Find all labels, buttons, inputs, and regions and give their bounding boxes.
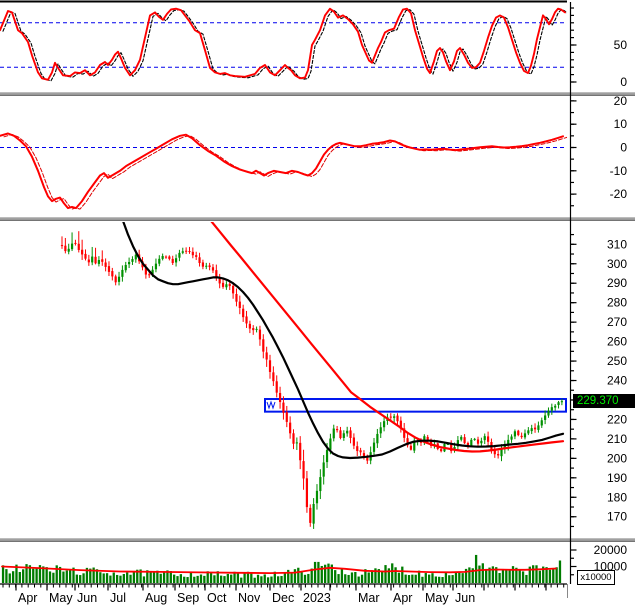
y-axis-label: 20000 <box>594 543 628 557</box>
y-axis-label: 290 <box>607 276 627 290</box>
x-axis-month-label: Jul <box>110 591 126 605</box>
y-axis-label: 0 <box>620 75 627 89</box>
last-price-tag: 229.370 <box>573 394 635 408</box>
x-axis-month-label: 2023 <box>303 591 331 605</box>
y-axis: 50020100-10-2031030029028027026025024023… <box>569 2 628 584</box>
y-axis-label: 20 <box>614 94 628 108</box>
y-axis-label: 310 <box>607 237 627 251</box>
y-axis-label: 0 <box>620 141 627 155</box>
stochastic-plot <box>0 7 567 82</box>
y-axis-label: 210 <box>607 432 627 446</box>
x-axis-month-label: May <box>49 591 73 605</box>
x-axis-month-label: Dec <box>272 591 294 605</box>
x-axis-month-label: Sep <box>177 591 199 605</box>
y-axis-label: 10 <box>614 117 628 131</box>
y-axis-label: 280 <box>607 296 627 310</box>
x-axis-month-label: Apr <box>18 591 37 605</box>
y-axis-label: 270 <box>607 315 627 329</box>
x-axis-month-label: Jun <box>77 591 97 605</box>
y-axis-label: 200 <box>607 451 627 465</box>
box-marker-w <box>266 400 276 410</box>
y-axis-label: 260 <box>607 335 627 349</box>
x-axis-month-label: Nov <box>238 591 261 605</box>
x-axis-month-label: May <box>425 591 449 605</box>
x-axis-month-label: Oct <box>207 591 227 605</box>
y-axis-label: 190 <box>607 471 627 485</box>
macd-plot <box>0 132 567 210</box>
price-plot <box>60 222 567 529</box>
y-axis-label: 180 <box>607 490 627 504</box>
x-axis-month-label: Aug <box>145 591 167 605</box>
y-axis-label: 170 <box>607 510 627 524</box>
y-axis-label: 220 <box>607 412 627 426</box>
y-axis-label: -10 <box>610 164 628 178</box>
volume-multiplier-tag: x10000 <box>577 570 615 585</box>
y-axis-label: 300 <box>607 257 627 271</box>
y-axis-label: 240 <box>607 374 627 388</box>
volume-plot <box>1 554 562 583</box>
x-axis-month-label: Jun <box>455 591 475 605</box>
x-axis: Apr May Jun Jul Aug Sep Oct Nov Dec 2023 Mar Apr May… <box>2 584 568 605</box>
y-axis-label: -20 <box>610 187 628 201</box>
x-axis-month-label: Mar <box>358 591 380 605</box>
y-axis-label: 50 <box>614 38 628 52</box>
y-axis-label: 250 <box>607 354 627 368</box>
x-axis-month-label: Apr <box>393 591 412 605</box>
